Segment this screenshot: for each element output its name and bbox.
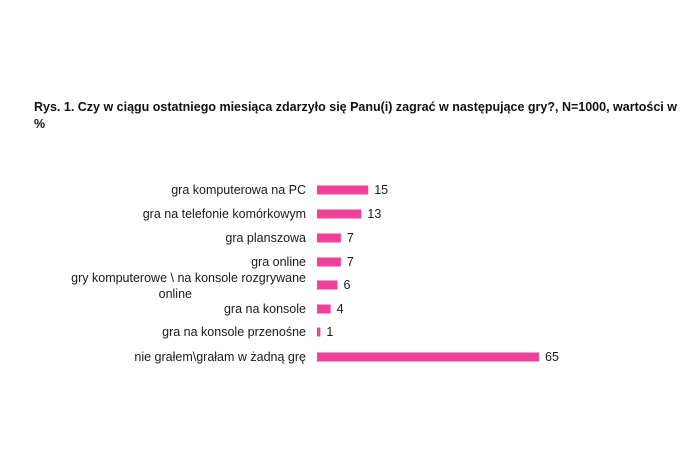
value-label-0: 15	[374, 183, 388, 197]
chart-title: Rys. 1. Czy w ciągu ostatniego miesiąca …	[34, 100, 677, 131]
value-label-3: 7	[347, 255, 354, 269]
bar-4	[317, 280, 338, 290]
value-label-7: 65	[545, 350, 559, 364]
category-label-7: nie grałem\grałam w żadną grę	[134, 350, 306, 364]
bar-7	[317, 352, 539, 362]
category-label-1: gra na telefonie komórkowym	[143, 207, 306, 221]
category-label-2: gra planszowa	[225, 231, 306, 245]
bar-6	[317, 327, 321, 337]
category-label-6: gra na konsole przenośne	[162, 325, 306, 339]
bar-0	[317, 185, 369, 195]
value-label-4: 6	[343, 278, 350, 292]
bar-2	[317, 233, 341, 243]
value-label-2: 7	[347, 231, 354, 245]
value-label-1: 13	[367, 207, 381, 221]
category-label-5: gra na konsole	[224, 302, 306, 316]
bar-5	[317, 304, 331, 314]
value-label-5: 4	[337, 302, 344, 316]
bar-3	[317, 257, 341, 267]
category-label-0: gra komputerowa na PC	[171, 183, 306, 197]
value-label-6: 1	[326, 325, 333, 339]
bar-1	[317, 209, 362, 219]
category-label-4: gry komputerowe \ na konsole rozgrywane o…	[71, 271, 306, 301]
category-label-3: gra online	[251, 255, 306, 269]
